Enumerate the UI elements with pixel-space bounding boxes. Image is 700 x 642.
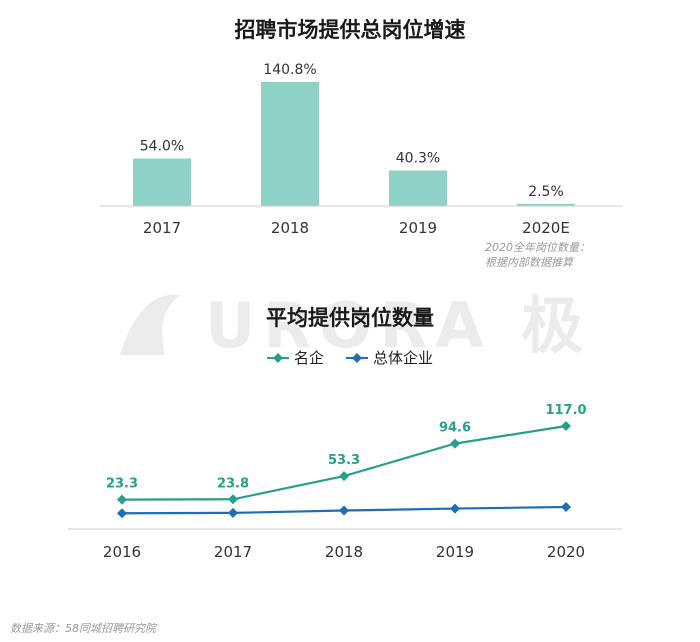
- bar-value-label: 140.8%: [263, 62, 316, 78]
- bar-category-label: 2018: [271, 219, 309, 237]
- bar-value-label: 40.3%: [396, 151, 440, 167]
- legend-total-marker-icon: [346, 352, 368, 363]
- bar-chart-note-line: 2020全年岗位数量：: [485, 241, 590, 254]
- bar-2019: [389, 170, 447, 206]
- line-data-label: 94.6: [439, 421, 471, 436]
- bar-category-label: 2019: [399, 219, 437, 237]
- line-point: [561, 501, 571, 512]
- legend-label-total: 总体企业: [373, 349, 434, 367]
- line-data-label: 53.3: [328, 453, 360, 468]
- bar-chart-title: 招聘市场提供总岗位增速: [234, 18, 466, 42]
- bar-value-label: 54.0%: [140, 138, 184, 154]
- line-point: [339, 505, 349, 516]
- line-x-tick-label: 2020: [547, 543, 585, 561]
- line-data-label: 117.0: [545, 403, 586, 418]
- line-data-label: 23.8: [217, 476, 249, 491]
- legend-item-ming: 名企: [266, 347, 324, 368]
- line-data-label: 23.3: [106, 477, 138, 492]
- bar-chart: 54.0% 2017 140.8% 2018 40.3% 2019 2.5% 2020E: [100, 62, 622, 237]
- line-x-tick-label: 2016: [103, 543, 141, 561]
- bar-chart-note: 2020全年岗位数量： 根据内部数据推算: [485, 240, 635, 270]
- legend-ming-marker-icon: [266, 352, 289, 363]
- legend-label-ming: 名企: [293, 349, 324, 367]
- line-x-tick-label: 2019: [436, 543, 474, 561]
- source-note: 数据来源：58同城招聘研究院: [10, 622, 156, 635]
- line-point: [450, 438, 460, 449]
- bar-value-label: 2.5%: [528, 184, 564, 200]
- legend: 名企 总体企业: [0, 347, 700, 368]
- bar-chart-note-line: 根据内部数据推算: [485, 256, 573, 269]
- line-point: [339, 471, 349, 482]
- line-chart: 23.3 23.8 53.3 94.6 117.0 2016 2017 2018 2019 20…: [68, 403, 622, 561]
- line-x-tick-label: 2017: [214, 543, 252, 561]
- bar-2020E: [517, 203, 575, 206]
- line-point: [561, 421, 571, 431]
- line-chart-title: 平均提供岗位数量: [266, 306, 434, 330]
- line-point: [228, 507, 238, 518]
- bar-category-label: 2017: [143, 219, 181, 237]
- line-point: [117, 508, 127, 519]
- bar-category-label: 2020E: [522, 219, 570, 237]
- bar-2018: [261, 82, 319, 206]
- bar-2017: [133, 158, 191, 206]
- line-x-tick-label: 2018: [325, 543, 363, 561]
- line-point: [228, 494, 238, 505]
- line-point: [450, 503, 460, 514]
- legend-item-total: 总体企业: [346, 347, 433, 368]
- line-point: [117, 494, 127, 505]
